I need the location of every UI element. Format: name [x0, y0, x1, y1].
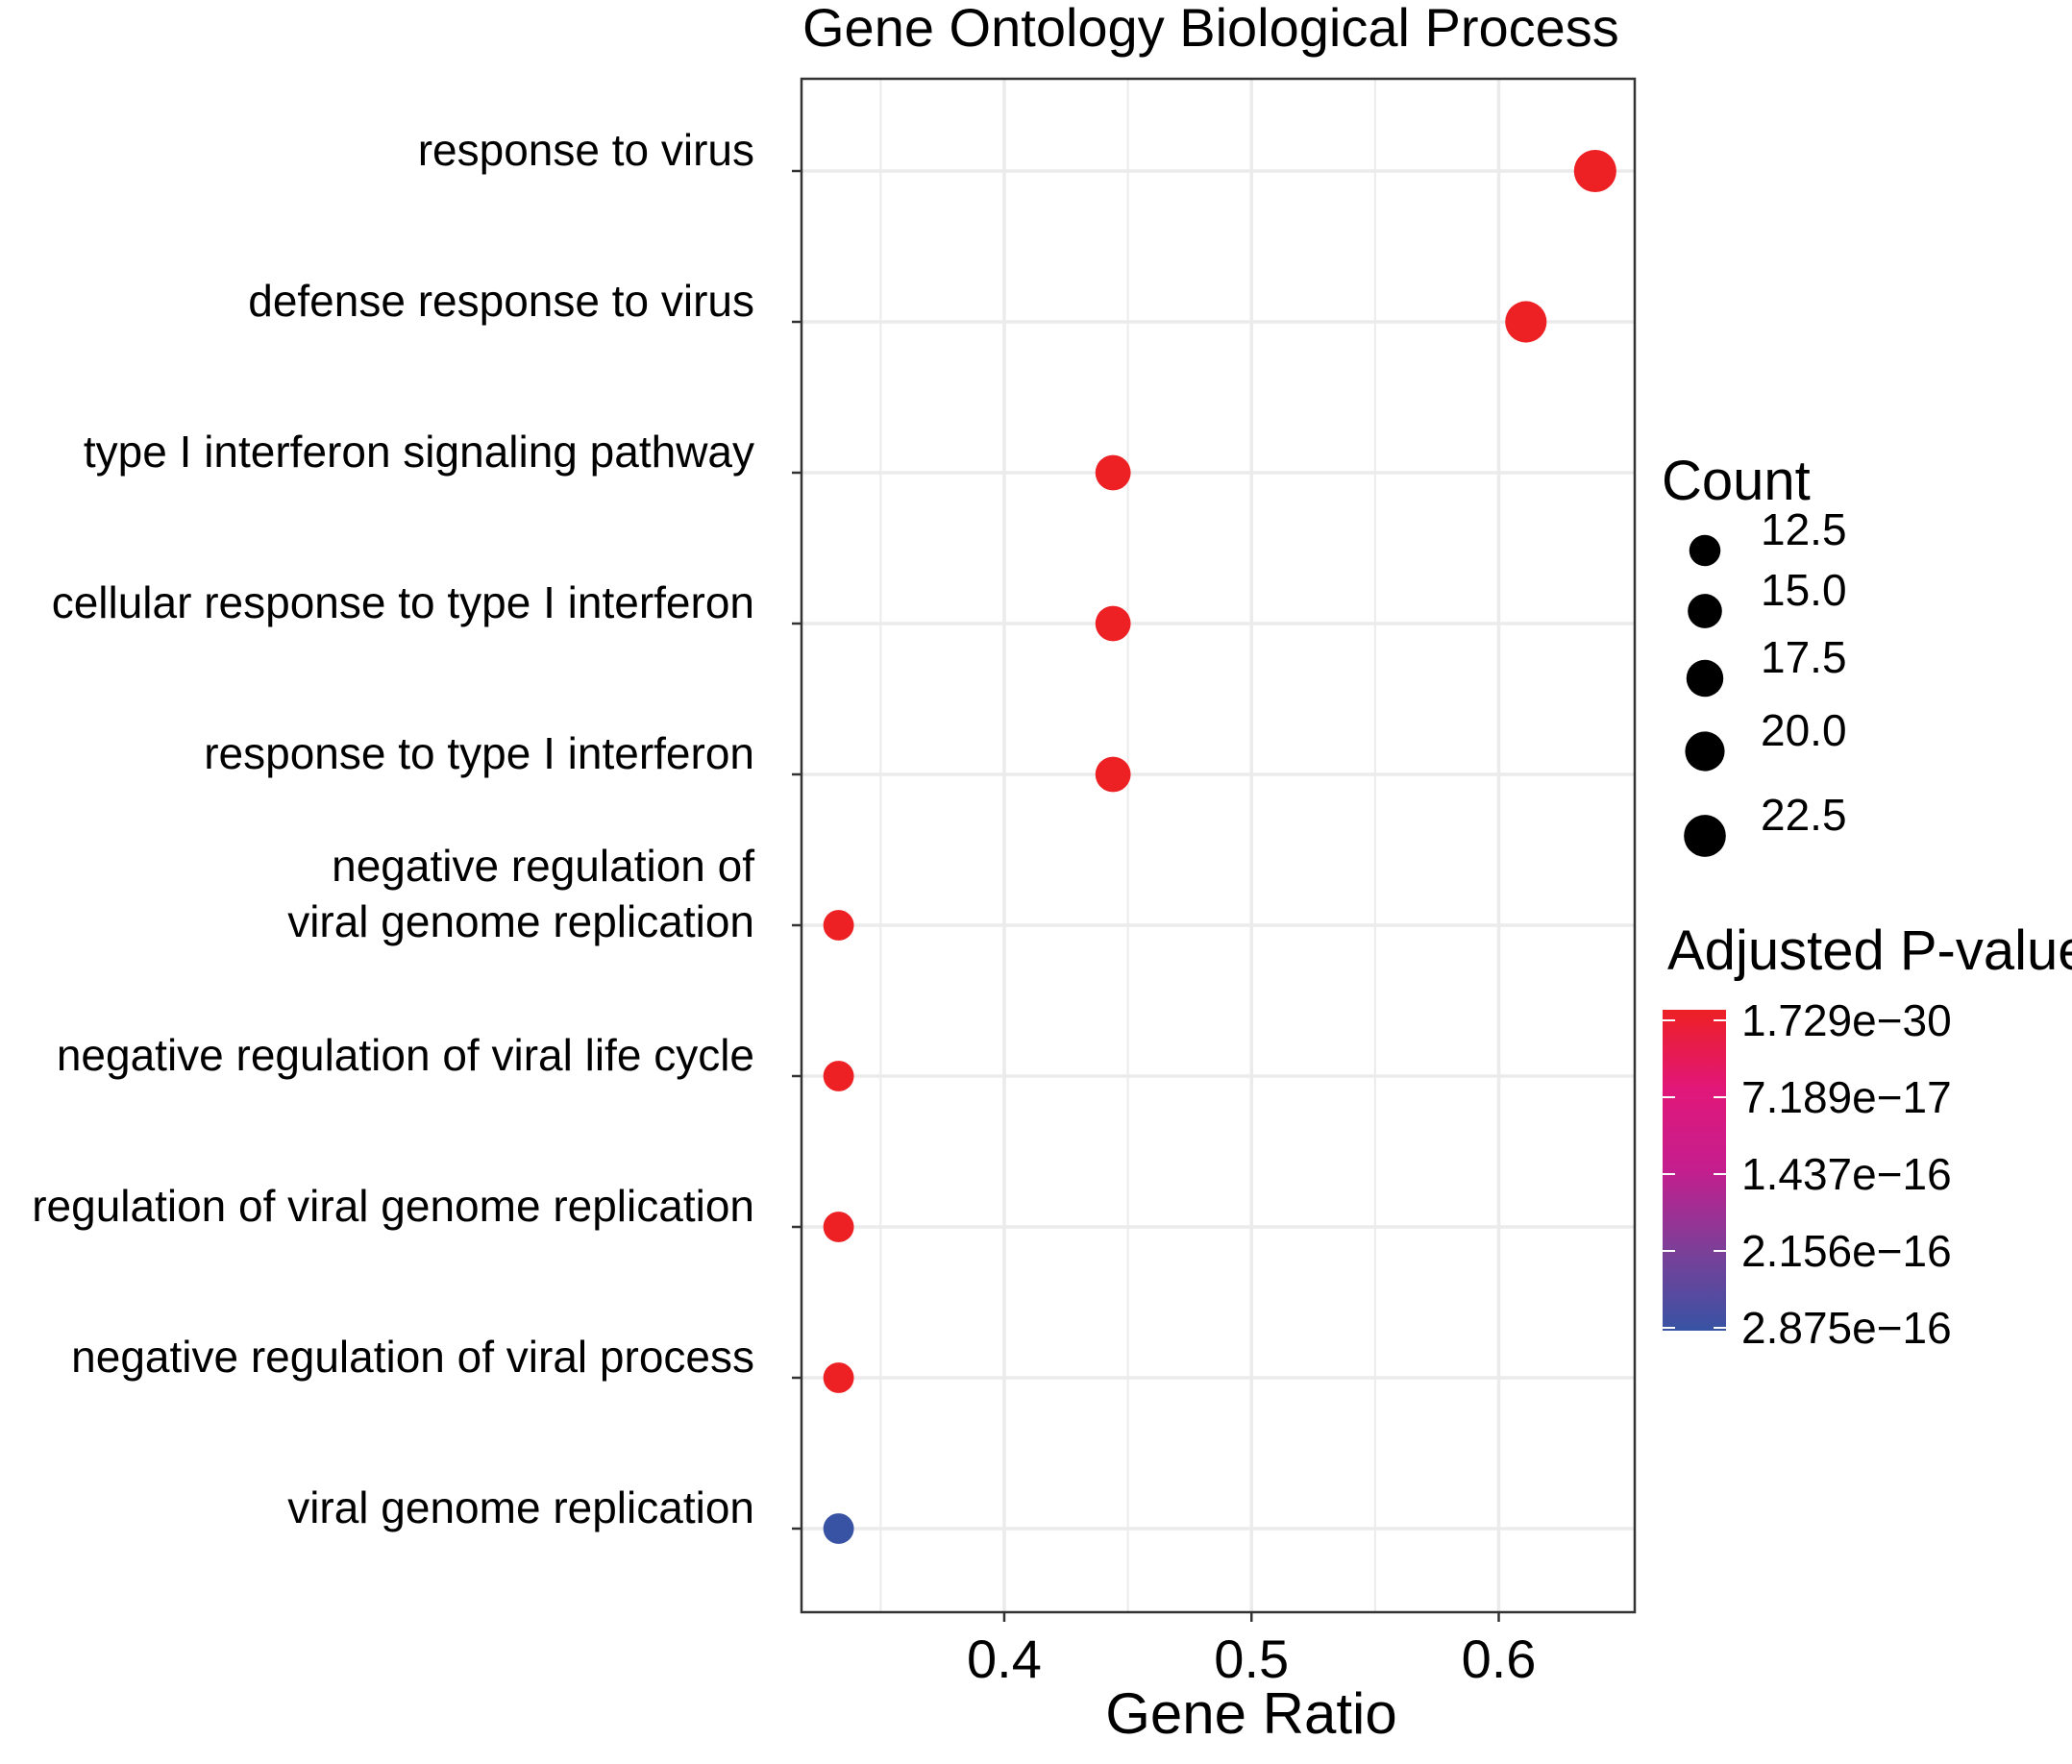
count-legend-label: 20.0	[1761, 705, 1847, 755]
x-tick-label: 0.4	[967, 1629, 1042, 1689]
y-tick-label: type I interferon signaling pathway	[84, 427, 754, 477]
data-point	[1505, 301, 1547, 343]
p-value-legend-label: 1.729e−30	[1741, 995, 1952, 1045]
count-legend-label: 17.5	[1761, 632, 1847, 682]
data-point	[1095, 454, 1131, 491]
p-value-legend-title: Adjusted P-value	[1667, 919, 2072, 982]
p-value-legend-label: 2.156e−16	[1741, 1226, 1952, 1276]
y-tick-label: cellular response to type I interferon	[52, 577, 754, 627]
data-point	[823, 1362, 854, 1393]
chart-title: Gene Ontology Biological Process	[802, 0, 1619, 58]
y-tick-label: negative regulation of viral genome repli…	[287, 841, 754, 946]
count-legend-title: Count	[1662, 450, 1811, 512]
y-tick-label: response to virus	[418, 125, 754, 175]
y-tick-label: negative regulation of viral life cycle	[57, 1030, 754, 1080]
count-legend-label: 12.5	[1761, 504, 1847, 554]
data-point	[1573, 149, 1616, 193]
count-legend-label: 15.0	[1761, 565, 1847, 615]
grid-layer	[802, 79, 1635, 1612]
p-value-legend-label: 1.437e−16	[1741, 1149, 1952, 1199]
data-point	[823, 1212, 854, 1242]
count-legend-key	[1689, 534, 1721, 567]
y-tick-label: defense response to virus	[248, 276, 754, 326]
x-tick-label: 0.5	[1214, 1629, 1289, 1689]
data-point	[1095, 756, 1131, 793]
x-axis-title: Gene Ratio	[1105, 1681, 1397, 1746]
p-value-legend-label: 2.875e−16	[1741, 1303, 1952, 1353]
p-value-legend: Adjusted P-value 1.729e−30 7.189e−17 1.437…	[1663, 919, 2072, 1353]
p-value-legend-label: 7.189e−17	[1741, 1072, 1952, 1122]
count-legend-key	[1684, 815, 1726, 857]
y-tick-label: viral genome replication	[287, 1482, 754, 1532]
p-value-colorbar	[1663, 1010, 1726, 1331]
count-legend-key	[1686, 659, 1724, 698]
data-point	[1095, 605, 1131, 642]
y-tick-label: regulation of viral genome replication	[32, 1181, 754, 1231]
count-legend-key	[1688, 594, 1722, 628]
y-axis: response to virus defense response to vir…	[32, 125, 802, 1532]
count-legend-key	[1685, 731, 1725, 772]
data-point	[823, 910, 854, 941]
plot-panel	[800, 77, 1637, 1614]
count-legend: Count 12.5 15.0 17.5 20.0 22.5	[1662, 450, 1847, 857]
points-layer	[823, 149, 1616, 1544]
data-point	[823, 1061, 854, 1091]
data-point	[823, 1513, 854, 1544]
x-axis: 0.4 0.5 0.6	[967, 1612, 1536, 1689]
y-tick-label: negative regulation of viral process	[71, 1332, 754, 1382]
count-legend-label: 22.5	[1761, 790, 1847, 840]
x-tick-label: 0.6	[1462, 1629, 1537, 1689]
y-tick-label: response to type I interferon	[204, 728, 754, 778]
